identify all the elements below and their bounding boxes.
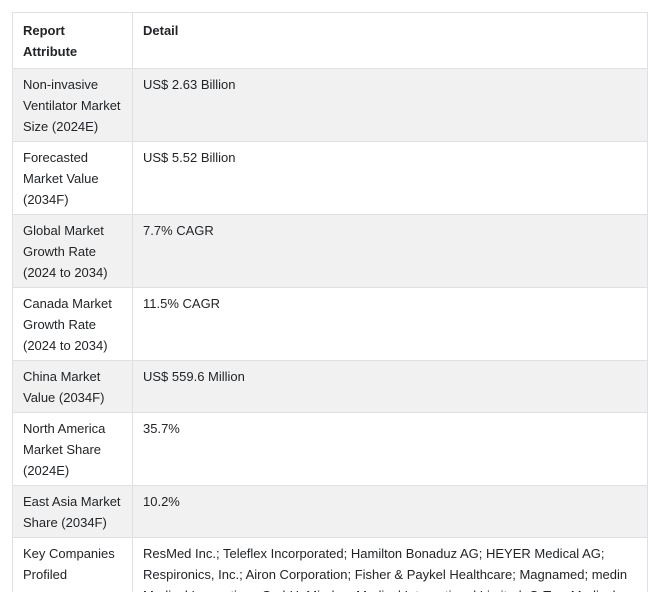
detail-cell: US$ 2.63 Billion: [132, 68, 648, 142]
table-row: Canada Market Growth Rate (2024 to 2034)…: [12, 287, 648, 361]
detail-cell: 7.7% CAGR: [132, 214, 648, 288]
attribute-cell: China Market Value (2034F): [12, 360, 133, 413]
detail-cell: 35.7%: [132, 412, 648, 486]
attribute-cell: Canada Market Growth Rate (2024 to 2034): [12, 287, 133, 361]
attribute-cell: Forecasted Market Value (2034F): [12, 141, 133, 215]
attribute-cell: Global Market Growth Rate (2024 to 2034): [12, 214, 133, 288]
attribute-cell: Key Companies Profiled: [12, 537, 133, 592]
table-row: Global Market Growth Rate (2024 to 2034)…: [12, 214, 648, 288]
attribute-cell: East Asia Market Share (2034F): [12, 485, 133, 538]
table-row: China Market Value (2034F) US$ 559.6 Mill…: [12, 360, 648, 413]
attribute-cell: Non-invasive Ventilator Market Size (202…: [12, 68, 133, 142]
detail-cell: ResMed Inc.; Teleflex Incorporated; Hami…: [132, 537, 648, 592]
detail-cell: 11.5% CAGR: [132, 287, 648, 361]
table-header-row: Report Attribute Detail: [12, 12, 648, 69]
table-row: North America Market Share (2024E) 35.7%: [12, 412, 648, 486]
table-row: East Asia Market Share (2034F) 10.2%: [12, 485, 648, 538]
header-detail: Detail: [132, 12, 648, 69]
header-report-attribute: Report Attribute: [12, 12, 133, 69]
table-row: Non-invasive Ventilator Market Size (202…: [12, 68, 648, 142]
attribute-cell: North America Market Share (2024E): [12, 412, 133, 486]
detail-cell: US$ 5.52 Billion: [132, 141, 648, 215]
table-row: Key Companies Profiled ResMed Inc.; Telef…: [12, 537, 648, 592]
detail-cell: 10.2%: [132, 485, 648, 538]
table-body: Non-invasive Ventilator Market Size (202…: [12, 68, 648, 592]
table-row: Forecasted Market Value (2034F) US$ 5.52 …: [12, 141, 648, 215]
detail-cell: US$ 559.6 Million: [132, 360, 648, 413]
report-attribute-table: Report Attribute Detail Non-invasive Ven…: [12, 12, 648, 592]
